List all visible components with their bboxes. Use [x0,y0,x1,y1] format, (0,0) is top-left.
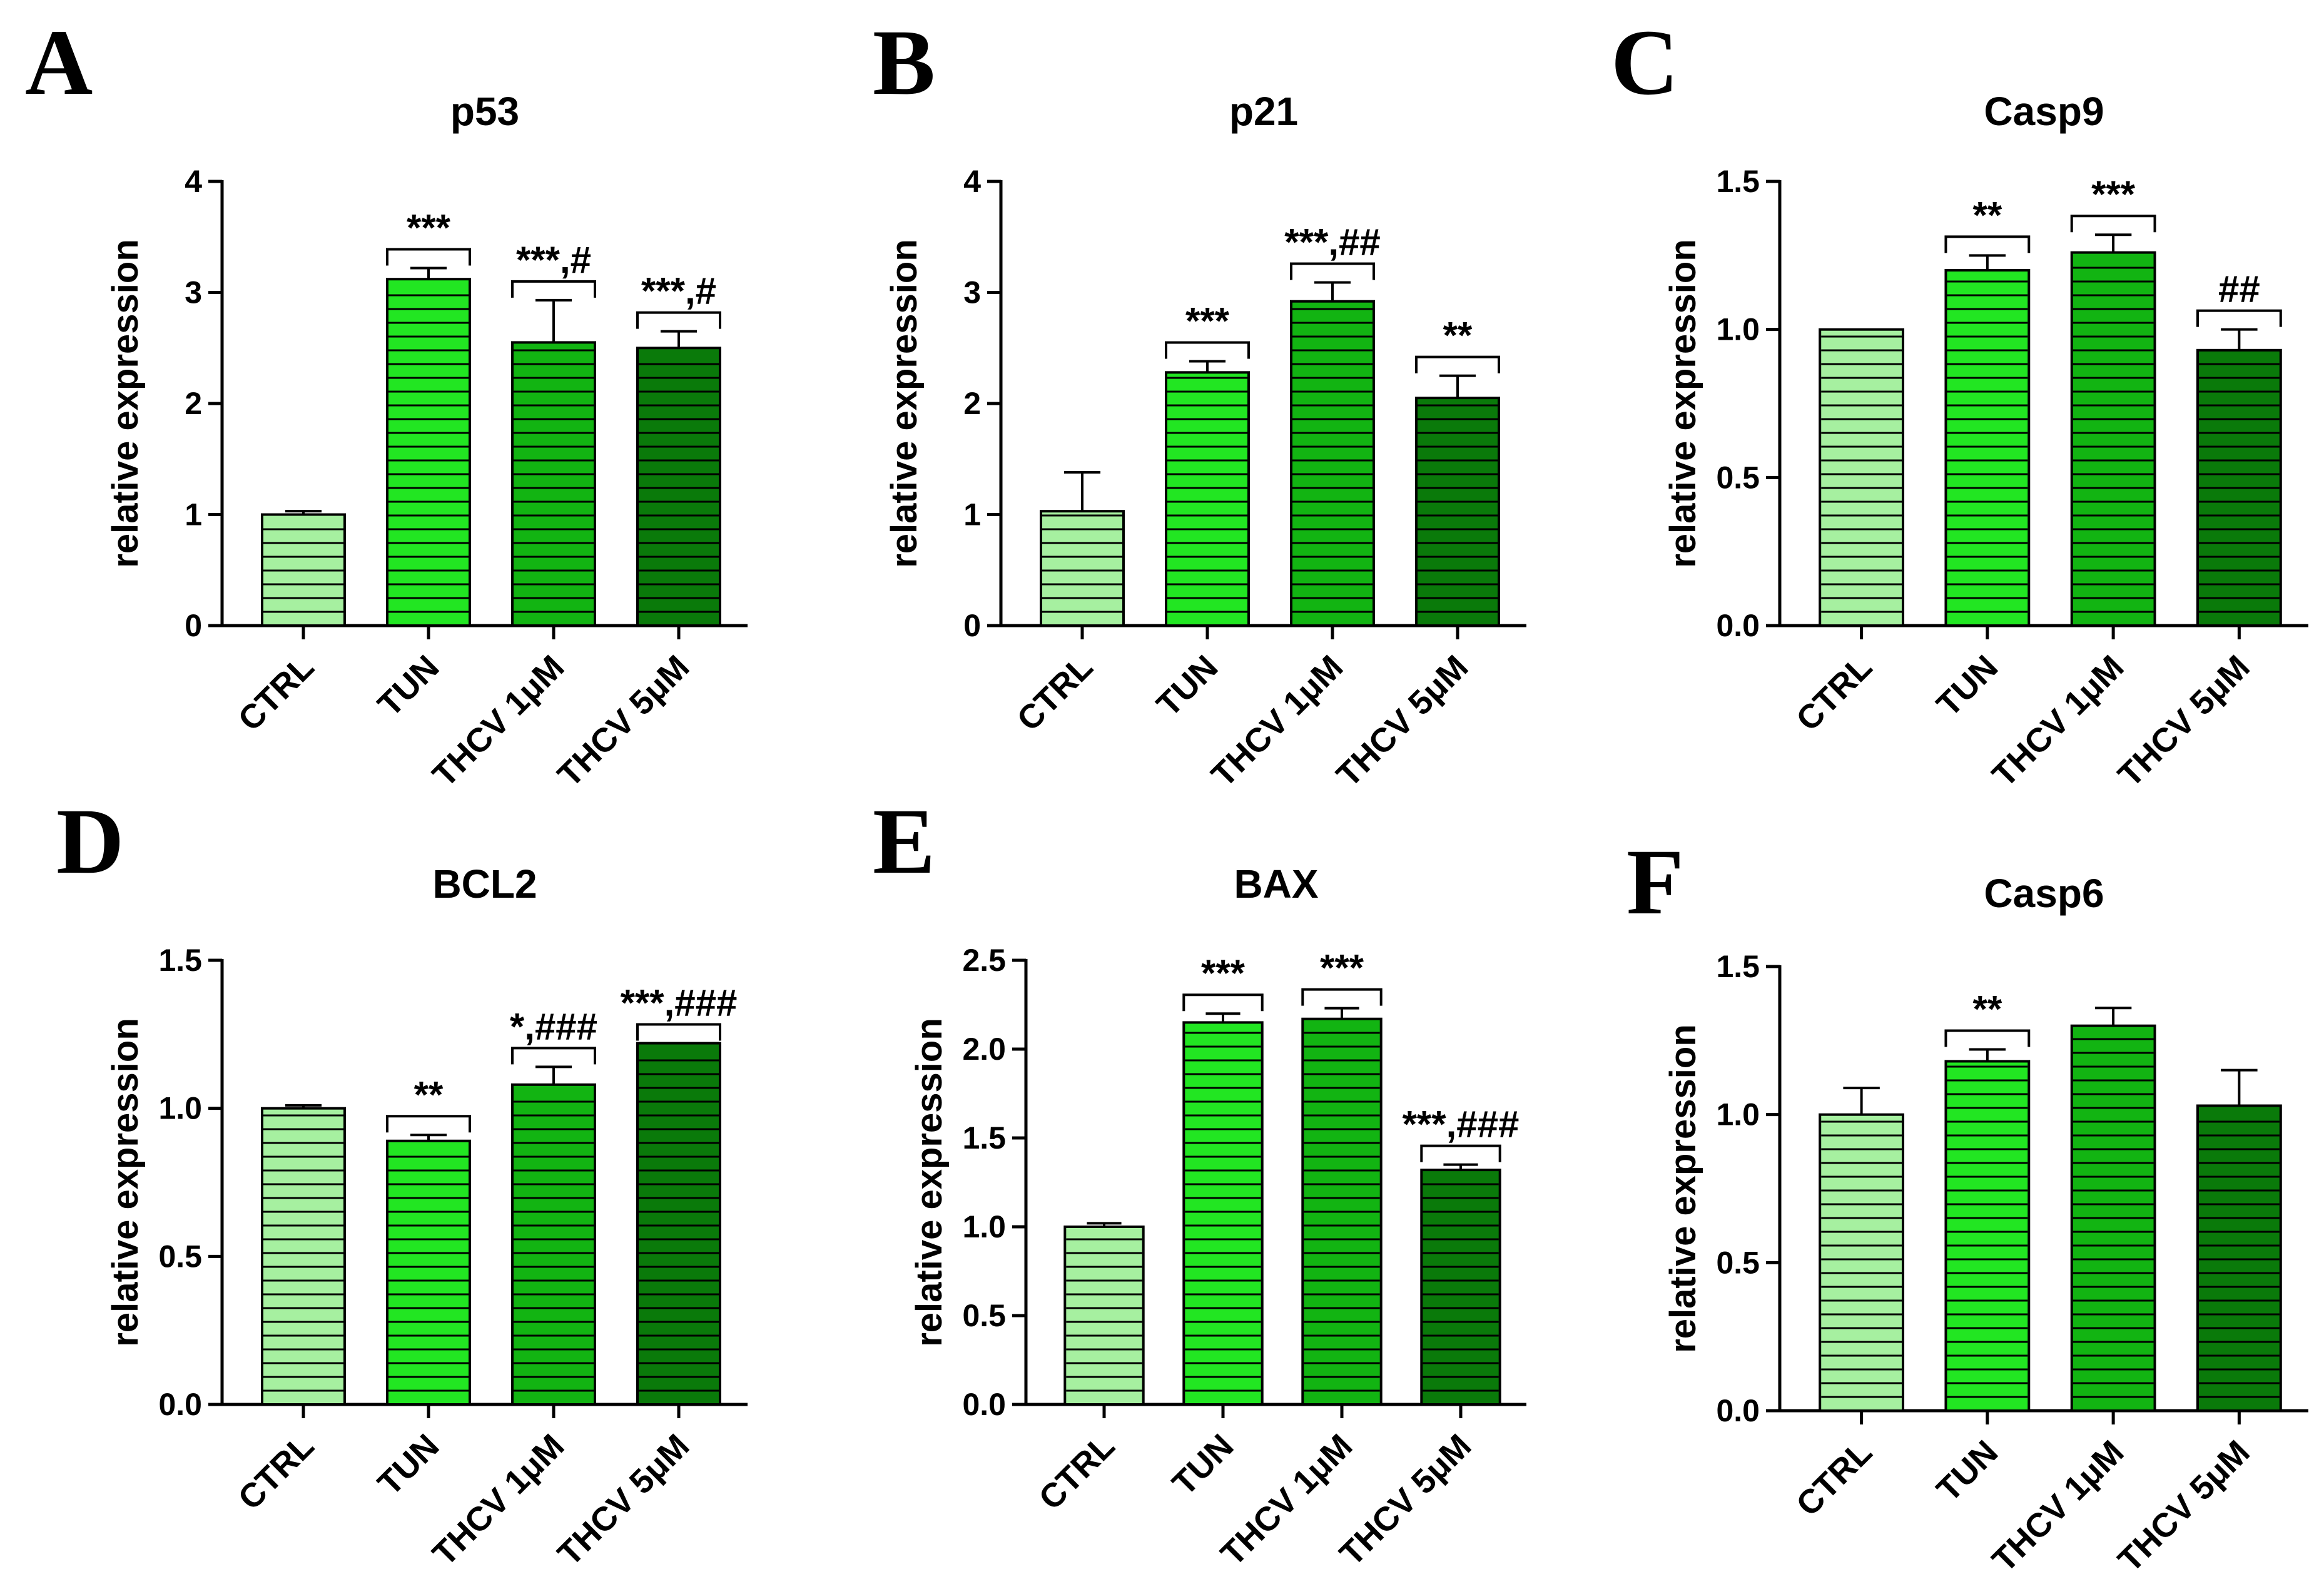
y-tick-label: 0.0 [158,1387,202,1422]
bar-3 [2070,251,2156,627]
significance-bracket [511,1047,596,1065]
y-tick-label: 1.0 [1716,312,1760,347]
y-tick-label: 0.0 [1716,608,1760,643]
significance-label: *** [407,206,451,248]
significance-bracket [636,311,721,329]
panel-letter: B [873,11,935,114]
chart-title: p21 [1229,89,1298,134]
significance-bracket [386,1115,471,1133]
panel-letter: A [25,11,93,114]
panel-letter: C [1611,11,1678,114]
bar-3 [511,341,596,627]
significance-bracket [2196,309,2282,327]
y-tick-label: 0 [963,608,981,643]
significance-label: ***,# [516,239,591,281]
significance-bracket [2070,215,2156,233]
significance-bracket [1944,1029,2031,1047]
y-tick-label: 1 [185,497,202,532]
significance-bracket [1415,355,1500,373]
significance-label: ***,### [621,982,738,1024]
chart-title: BCL2 [432,861,537,906]
y-tick-label: 4 [963,164,981,199]
bar-1 [1040,510,1125,627]
significance-label: ** [1973,988,2002,1030]
significance-bracket [1301,988,1383,1006]
y-tick-label: 1.0 [962,1209,1006,1244]
y-tick-label: 2.5 [962,943,1006,978]
significance-bracket [1420,1144,1501,1162]
panel-letter: F [1626,830,1684,934]
y-axis-label: relative expression [909,1018,950,1347]
significance-bracket [386,248,471,266]
significance-label: *** [2091,173,2136,215]
chart-title: Casp6 [1984,871,2104,916]
y-tick-label: 0.5 [1716,1245,1760,1280]
y-tick-label: 0.5 [1716,460,1760,495]
y-tick-label: 0.5 [962,1298,1006,1333]
panel-letter: D [56,789,124,893]
significance-label: ** [1443,315,1473,357]
y-tick-label: 1.5 [1716,164,1760,199]
y-tick-label: 0.0 [1716,1393,1760,1428]
significance-label: ** [1973,194,2002,236]
chart-title: p53 [450,89,519,134]
bar-4 [1420,1169,1501,1406]
significance-label: ***,### [1403,1104,1520,1145]
y-tick-label: 1.5 [1716,949,1760,984]
bar-4 [636,1042,721,1406]
significance-label: *,### [510,1005,597,1047]
bar-2 [1944,1060,2031,1412]
y-tick-label: 4 [185,164,202,199]
bar-4 [2196,1104,2282,1412]
significance-bracket [636,1023,721,1041]
bar-1 [261,1107,346,1406]
bar-3 [511,1083,596,1406]
significance-bracket [511,280,596,298]
significance-label: ## [2218,268,2260,310]
significance-label: *** [1201,952,1246,994]
chart-title: Casp9 [1984,89,2104,134]
significance-bracket [1182,993,1264,1012]
y-tick-label: 1 [963,497,981,532]
y-tick-label: 1.5 [158,943,202,978]
y-axis-label: relative expression [1663,1024,1703,1353]
bar-2 [1165,371,1250,627]
chart-title: BAX [1234,861,1318,906]
significance-bracket [1944,235,2031,253]
bar-4 [636,347,721,627]
y-tick-label: 1.5 [962,1120,1006,1155]
y-tick-label: 0.0 [962,1387,1006,1422]
y-tick-label: 2 [963,386,981,421]
bar-1 [1819,1113,1905,1412]
bar-2 [1182,1021,1264,1406]
y-axis-label: relative expression [105,239,146,568]
y-tick-label: 2 [185,386,202,421]
significance-label: ***,## [1284,221,1380,263]
y-tick-label: 0 [185,608,202,643]
panel-letter: E [873,789,935,893]
y-axis-label: relative expression [884,239,925,568]
y-axis-label: relative expression [1663,239,1703,568]
y-axis-label: relative expression [105,1018,146,1347]
significance-label: ** [414,1074,444,1115]
bar-2 [386,1139,471,1406]
significance-bracket [1165,341,1250,359]
y-tick-label: 1.0 [158,1091,202,1126]
y-tick-label: 3 [185,275,202,310]
bar-1 [1063,1226,1145,1406]
bar-4 [1415,397,1500,627]
bar-1 [1819,328,1905,627]
bar-3 [1290,300,1375,627]
bar-2 [386,278,471,627]
y-tick-label: 2.0 [962,1032,1006,1067]
significance-bracket [1290,262,1375,280]
significance-label: *** [1185,300,1230,342]
significance-label: ***,# [641,270,716,312]
y-tick-label: 0.5 [158,1239,202,1274]
y-tick-label: 1.0 [1716,1097,1760,1132]
significance-label: *** [1320,947,1364,989]
y-tick-label: 3 [963,275,981,310]
